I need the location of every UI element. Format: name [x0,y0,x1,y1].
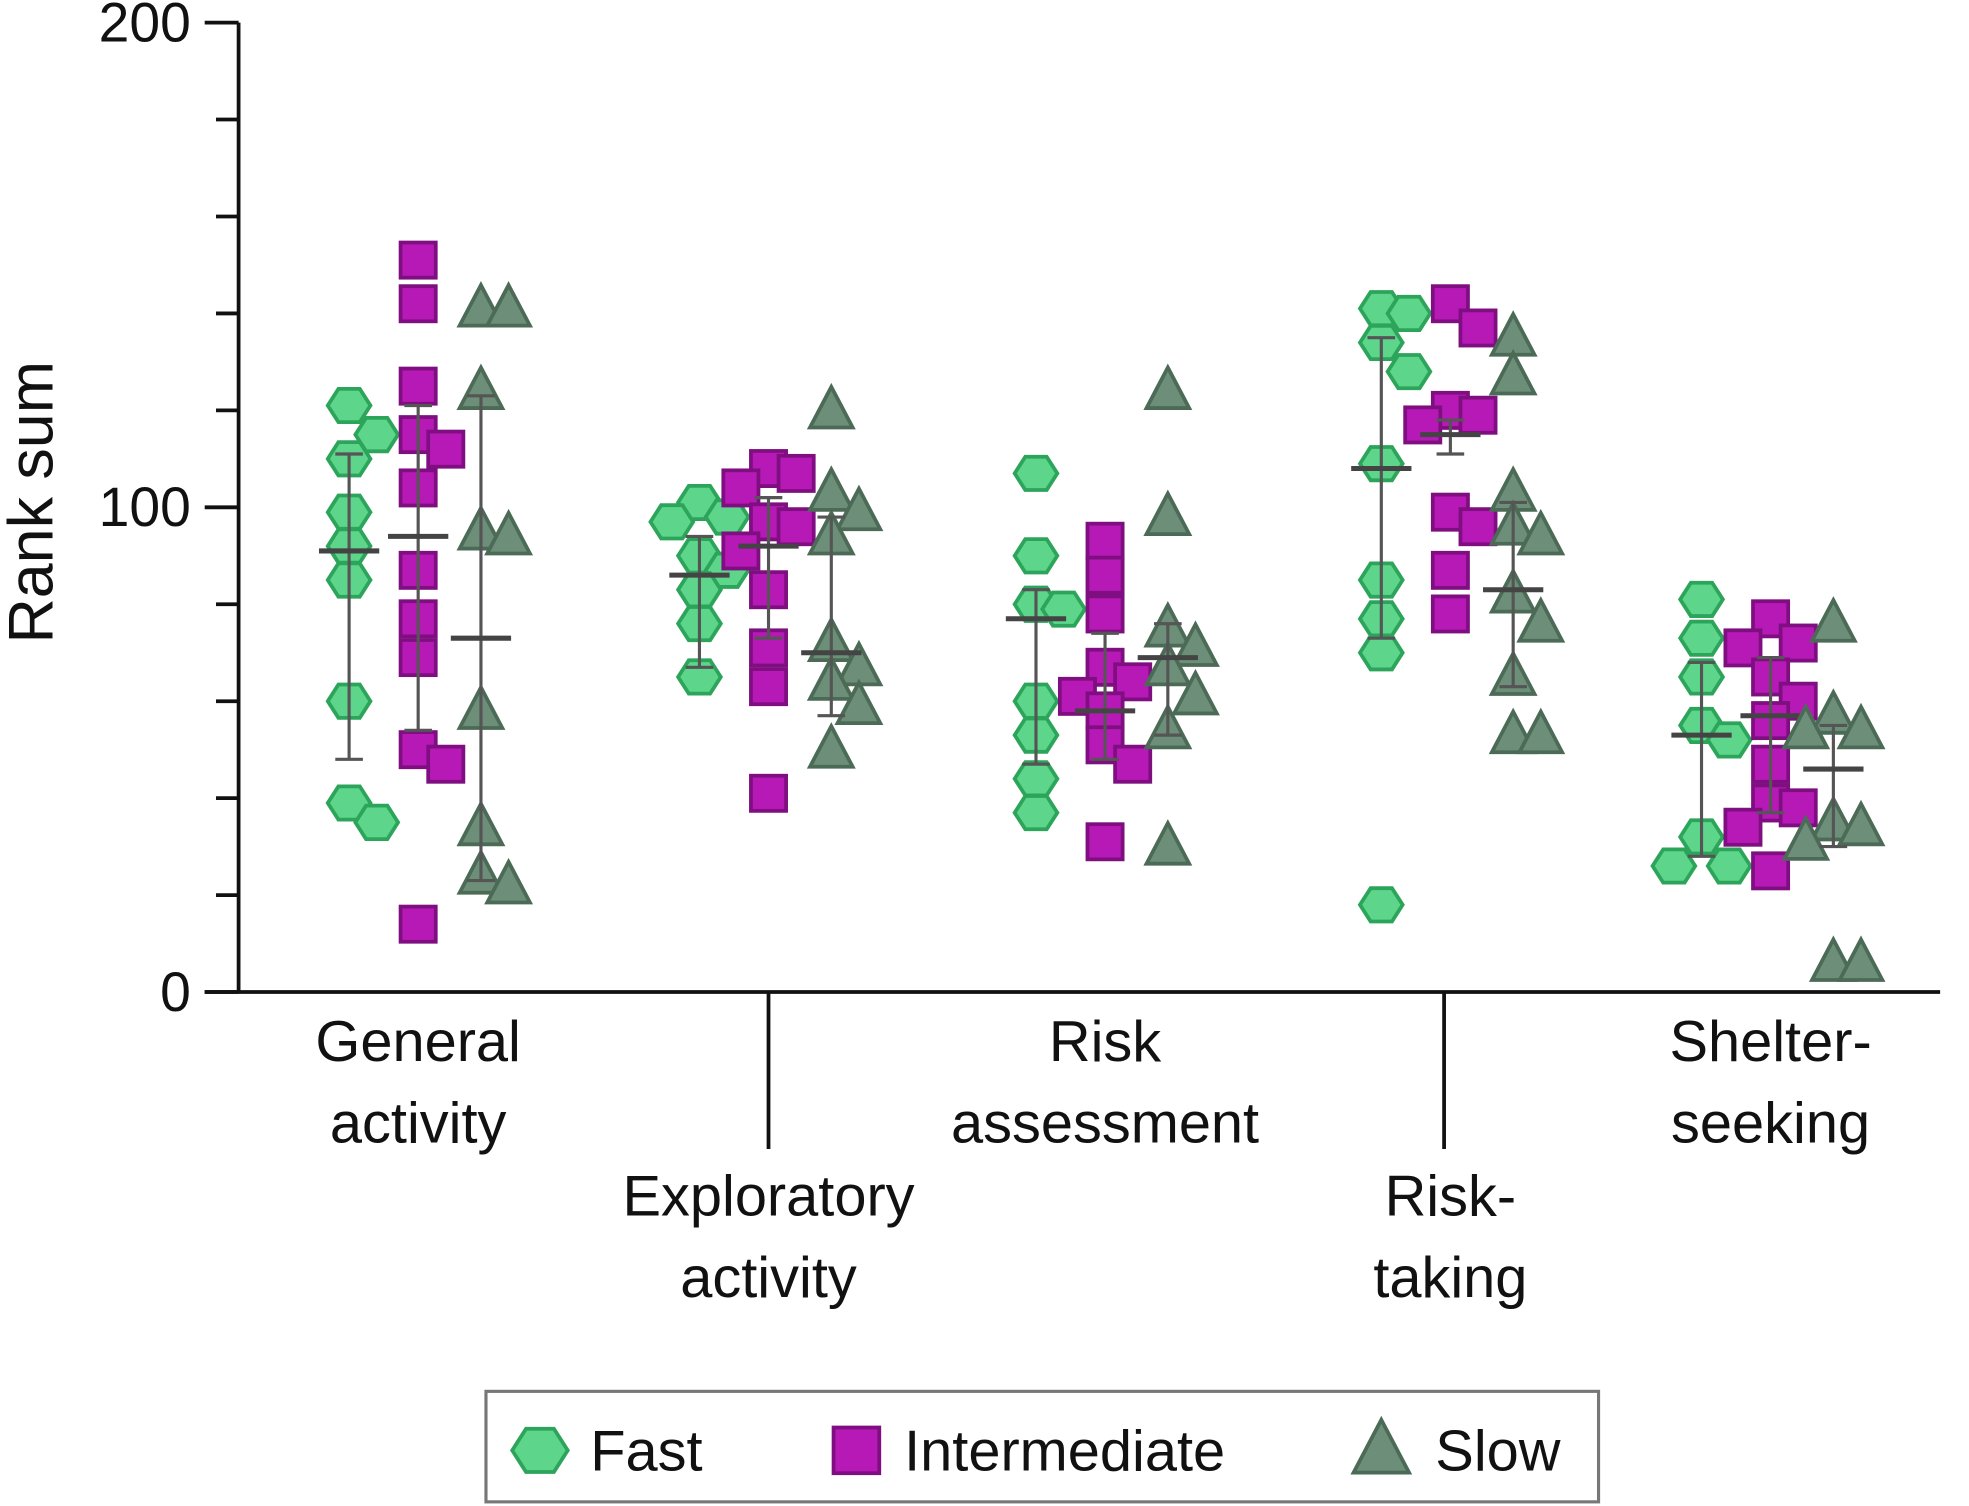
data-point [776,453,816,493]
y-tick-label: 200 [99,0,191,53]
data-point [1778,788,1818,828]
x-tick-label: Exploratory [622,1165,914,1229]
data-point [806,465,856,512]
legend-box [484,1389,1601,1504]
x-tick-label: General [315,1010,520,1074]
data-point [1012,794,1060,832]
legend-label: Slow [1435,1419,1560,1483]
data-point [1778,623,1818,663]
data-point [1143,819,1193,866]
data-point [1385,353,1433,391]
data-point [721,468,761,508]
data-point [1430,284,1470,324]
data-point [1403,405,1443,445]
data-point [1012,454,1060,492]
data-point [721,531,761,571]
data-point [1723,807,1763,847]
y-tick-label: 100 [99,476,191,538]
data-point [1357,886,1405,924]
data-point [749,667,788,707]
data-point [1143,363,1193,410]
data-point [648,503,696,541]
data-point [1085,594,1125,634]
data-point [806,722,856,769]
x-tick-label: seeking [1671,1092,1870,1156]
data-point [426,429,466,469]
data-point [484,508,534,556]
data-point [484,281,534,328]
data-point [834,484,884,532]
x-tick-label: Risk [1049,1010,1161,1074]
y-axis-label: Rank sum [0,361,67,644]
data-point [1516,508,1566,556]
legend-label: Intermediate [904,1419,1225,1483]
data-point [1781,814,1831,861]
data-point [398,240,438,280]
data-point [806,382,856,430]
data-point [1430,550,1470,590]
x-tick-label: taking [1373,1246,1527,1310]
data-point [1705,721,1753,759]
x-tick-label: activity [330,1092,507,1156]
data-point [1012,760,1060,798]
data-point [1677,619,1726,657]
data-point [1808,596,1858,643]
data-point [1458,308,1498,348]
data-point [1836,702,1886,750]
data-point [1085,555,1125,595]
data-point [398,904,438,944]
data-point [1516,707,1566,755]
data-point [1488,348,1538,396]
data-point [1085,521,1125,561]
data-point [1458,507,1498,547]
data-point [1012,537,1060,575]
data-point [426,744,466,784]
data-point [1385,294,1433,333]
legend-marker [1350,1415,1413,1475]
data-point [1085,822,1125,862]
legend-label: Fast [590,1419,702,1483]
legend-marker [831,1425,882,1476]
x-tick-label: Shelter- [1669,1010,1871,1074]
data-point [484,857,534,905]
data-point [325,387,373,425]
x-tick-label: Risk- [1385,1165,1517,1229]
data-point [1781,702,1831,750]
data-point [1458,395,1498,435]
data-point [1488,310,1538,357]
data-point [1430,594,1470,634]
data-point [1516,596,1566,643]
data-point [353,803,401,841]
data-point [1836,799,1886,847]
x-tick-label: activity [680,1246,857,1310]
data-point [1677,580,1726,618]
data-point [1836,935,1886,982]
legend-marker [509,1426,570,1474]
data-point [776,507,816,547]
data-point [398,284,438,324]
data-point [749,773,788,813]
data-point [398,366,438,406]
data-point [1170,668,1220,716]
data-point [1113,744,1153,784]
data-point [1143,489,1193,536]
data-point [1170,620,1220,667]
x-tick-label: assessment [951,1092,1259,1156]
data-point [1357,634,1405,672]
data-point [353,416,401,454]
y-tick-label: 0 [160,961,191,1023]
data-point [1705,847,1753,885]
data-point [1650,847,1698,885]
data-point [834,678,884,726]
